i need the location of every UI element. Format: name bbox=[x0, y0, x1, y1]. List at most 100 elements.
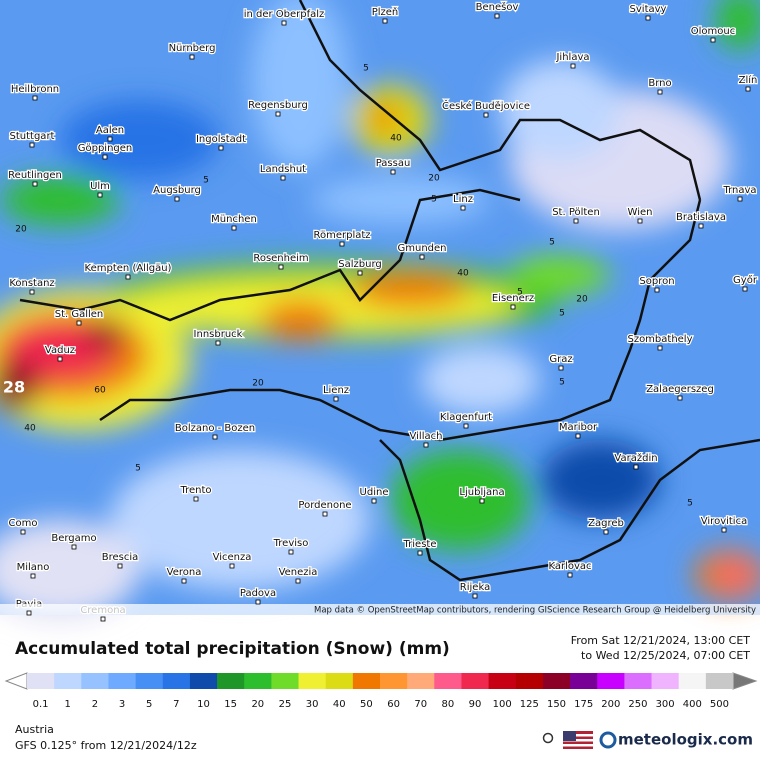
city-label: Salzburg bbox=[338, 259, 381, 270]
legend-swatch bbox=[81, 673, 109, 689]
legend-label: 0.1 bbox=[33, 699, 49, 710]
city-dot bbox=[483, 112, 489, 118]
city-dot bbox=[212, 434, 218, 440]
legend-swatch bbox=[597, 673, 625, 689]
legend-label: 70 bbox=[414, 699, 427, 710]
city-label: Sopron bbox=[639, 276, 674, 287]
legend-label: 50 bbox=[360, 699, 373, 710]
legend-label: 90 bbox=[469, 699, 482, 710]
city-label: Zlín bbox=[739, 74, 758, 86]
city-dot bbox=[570, 63, 576, 69]
city-dot bbox=[573, 218, 579, 224]
brand[interactable]: meteologix.com bbox=[618, 731, 753, 749]
city-dot bbox=[218, 145, 224, 151]
city-label: Venezia bbox=[279, 567, 318, 578]
contour-label: 40 bbox=[457, 269, 469, 279]
legend-swatch bbox=[678, 673, 707, 689]
city-label: Graz bbox=[549, 354, 572, 365]
city-dot bbox=[174, 196, 180, 202]
contour-label: 5 bbox=[363, 64, 369, 74]
city-label: Zagreb bbox=[588, 518, 624, 529]
city-dot bbox=[737, 196, 743, 202]
flag-us[interactable] bbox=[563, 731, 593, 749]
city-dot bbox=[26, 610, 32, 616]
legend-label: 200 bbox=[601, 699, 620, 710]
legend-swatch bbox=[27, 673, 55, 689]
legend-label: 25 bbox=[279, 699, 292, 710]
city-label: Eisenerz bbox=[492, 293, 534, 304]
city-label: Kempten (Allgäu) bbox=[85, 263, 172, 274]
city-dot bbox=[275, 111, 281, 117]
legend-label: 3 bbox=[119, 699, 125, 710]
city-label: Trnava bbox=[722, 185, 756, 196]
city-dot bbox=[460, 205, 466, 211]
city-dot bbox=[57, 356, 63, 362]
city-label: Karlovac bbox=[548, 561, 591, 572]
search-icon[interactable] bbox=[542, 732, 554, 744]
city-dot bbox=[657, 345, 663, 351]
legend-swatch bbox=[434, 673, 462, 689]
city-dot bbox=[463, 423, 469, 429]
legend-swatch bbox=[461, 673, 490, 689]
city-dot bbox=[575, 433, 581, 439]
city-label: St. Pölten bbox=[552, 207, 600, 218]
legend-label: 250 bbox=[628, 699, 647, 710]
footer: Accumulated total precipitation (Snow) (… bbox=[15, 634, 753, 752]
contour-label: 5 bbox=[559, 309, 565, 319]
city-dot bbox=[255, 599, 261, 605]
city-label: Como bbox=[9, 518, 38, 529]
brand-logo bbox=[599, 731, 617, 749]
city-dot bbox=[494, 13, 500, 19]
contour-label: 20 bbox=[576, 295, 588, 305]
city-dot bbox=[281, 20, 287, 26]
city-dot bbox=[637, 218, 643, 224]
city-label: Klagenfurt bbox=[440, 412, 492, 423]
city-label: München bbox=[211, 214, 257, 225]
city-label: České Budějovice bbox=[442, 99, 530, 112]
city-label: Römerplatz bbox=[313, 230, 370, 241]
city-dot bbox=[125, 274, 131, 280]
city-label: Bolzano - Bozen bbox=[175, 423, 255, 434]
legend-swatch bbox=[352, 673, 381, 689]
city-dot bbox=[280, 175, 286, 181]
city-label: Nürnberg bbox=[169, 43, 216, 54]
city-label: Wien bbox=[628, 207, 653, 218]
city-dot bbox=[107, 136, 113, 142]
city-label: Benešov bbox=[476, 1, 519, 13]
city-dot bbox=[472, 593, 478, 599]
city-label: Trento bbox=[179, 485, 211, 496]
city-dot bbox=[76, 320, 82, 326]
map: Nürnberg Plzeň Benešov Svitavy Olomouc Jihlav… bbox=[0, 0, 760, 622]
city-dot bbox=[710, 37, 716, 43]
city-dot bbox=[419, 254, 425, 260]
city-dot bbox=[189, 54, 195, 60]
city-dot bbox=[603, 529, 609, 535]
city-dot bbox=[558, 365, 564, 371]
contour-label: 60 bbox=[94, 386, 106, 396]
city-label: Aalen bbox=[96, 125, 124, 136]
city-dot bbox=[29, 142, 35, 148]
legend-swatch bbox=[271, 673, 300, 689]
city-label: Padova bbox=[240, 588, 276, 599]
city-label: Szombathely bbox=[627, 334, 692, 345]
city-dot bbox=[97, 192, 103, 198]
city-dot bbox=[510, 304, 516, 310]
legend-label: 10 bbox=[197, 699, 210, 710]
city-label: St. Gallen bbox=[55, 309, 104, 320]
attribution: Map data © OpenStreetMap contributors, r… bbox=[314, 606, 756, 616]
city-dot bbox=[229, 563, 235, 569]
city-label: Ulm bbox=[90, 181, 110, 192]
contour-label: 5 bbox=[203, 176, 209, 186]
contour-label: 20 bbox=[428, 174, 440, 184]
city-dot bbox=[567, 572, 573, 578]
city-dot bbox=[322, 511, 328, 517]
legend-label: 1 bbox=[65, 699, 71, 710]
legend-swatch bbox=[135, 673, 164, 689]
legend-arrow-right bbox=[732, 672, 758, 690]
city-label: Olomouc bbox=[691, 26, 735, 37]
city-label: Ljubljana bbox=[459, 487, 504, 498]
city-label: Bratislava bbox=[676, 212, 726, 223]
legend-swatch bbox=[189, 673, 218, 689]
city-dot bbox=[32, 95, 38, 101]
